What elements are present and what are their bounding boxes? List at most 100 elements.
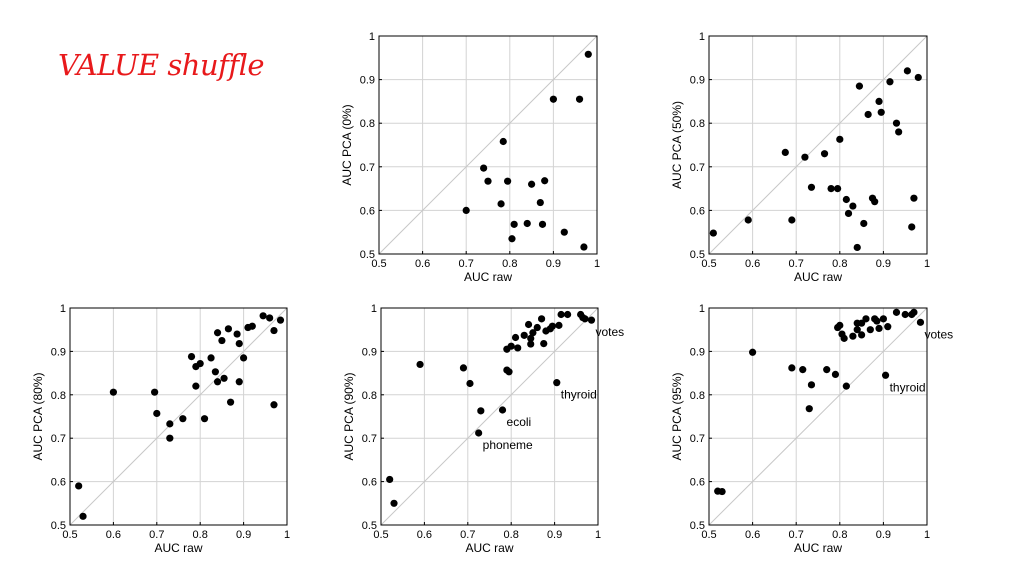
x-tick-label: 0.9 xyxy=(236,529,251,541)
data-point xyxy=(849,202,857,210)
data-point xyxy=(507,342,515,350)
data-point xyxy=(511,333,520,342)
data-point xyxy=(892,119,901,127)
data-point xyxy=(276,316,285,324)
data-point xyxy=(504,177,512,185)
data-point xyxy=(386,475,394,484)
y-tick-label: 0.6 xyxy=(690,205,705,217)
x-tick-label: 0.6 xyxy=(417,529,432,541)
diagonal-line xyxy=(380,307,599,526)
y-axis-label: AUC PCA (0%) xyxy=(340,104,354,185)
x-tick-label: 0.8 xyxy=(832,258,847,270)
data-point xyxy=(849,332,857,340)
data-point xyxy=(744,216,752,224)
point-annotation: thyroid xyxy=(890,380,926,394)
x-axis-label: AUC raw xyxy=(465,541,513,555)
data-point xyxy=(213,378,222,386)
data-point xyxy=(527,340,535,348)
data-point xyxy=(416,360,424,369)
data-point xyxy=(240,354,248,362)
data-point xyxy=(858,319,866,327)
data-point xyxy=(842,195,850,204)
y-tick-label: 1 xyxy=(371,303,377,315)
x-tick-label: 0.5 xyxy=(701,529,716,541)
data-point xyxy=(875,324,883,332)
y-tick-label: 0.7 xyxy=(690,433,705,445)
diagonal-line xyxy=(708,307,928,526)
x-tick-label: 0.7 xyxy=(149,529,164,541)
data-point xyxy=(548,322,557,330)
y-tick-label: 0.9 xyxy=(51,346,66,358)
data-point xyxy=(831,370,840,379)
data-point xyxy=(884,323,892,331)
data-point xyxy=(540,339,548,348)
data-point xyxy=(505,368,513,376)
data-point xyxy=(224,325,233,333)
data-point xyxy=(910,308,918,316)
x-tick-label: 1 xyxy=(595,529,601,541)
data-point xyxy=(166,420,174,428)
y-axis-label: AUC PCA (95%) xyxy=(670,372,684,460)
x-tick-label: 0.7 xyxy=(789,258,804,270)
data-point xyxy=(514,344,522,352)
y-tick-label: 1 xyxy=(699,303,705,315)
data-point xyxy=(538,220,547,228)
data-point xyxy=(523,219,531,228)
x-tick-label: 0.5 xyxy=(373,529,388,541)
slide-title: VALUE shuffle xyxy=(58,48,265,82)
data-point xyxy=(555,321,563,329)
data-point xyxy=(858,331,866,339)
data-point xyxy=(881,371,890,379)
data-point xyxy=(895,128,903,136)
data-point xyxy=(581,315,589,323)
y-tick-label: 0.6 xyxy=(690,477,705,489)
data-point xyxy=(520,331,528,339)
data-point xyxy=(908,223,916,231)
data-point xyxy=(541,177,549,185)
y-tick-label: 0.8 xyxy=(360,118,375,130)
x-tick-label: 0.6 xyxy=(745,529,760,541)
data-point xyxy=(866,326,874,334)
data-point xyxy=(499,137,507,146)
data-point xyxy=(903,67,911,75)
x-tick-label: 1 xyxy=(594,258,600,270)
data-point xyxy=(528,180,536,188)
scatter-panel-pca-80: 0.5 0.6 0.7 0.8 0.9 1 0.5 0.6 0.7 0.8 0.9 1 AUC raw A… xyxy=(31,303,290,555)
data-point xyxy=(259,312,267,320)
data-point xyxy=(853,243,861,252)
data-point xyxy=(510,220,518,228)
data-point xyxy=(853,326,861,334)
data-point xyxy=(533,323,541,332)
data-point xyxy=(807,381,816,389)
data-point xyxy=(477,407,485,415)
y-tick-label: 0.7 xyxy=(51,433,66,445)
x-tick-label: 0.9 xyxy=(547,529,562,541)
data-point xyxy=(226,398,235,406)
data-point xyxy=(788,216,796,224)
data-point xyxy=(910,194,918,202)
x-tick-label: 0.8 xyxy=(832,529,847,541)
data-point xyxy=(564,310,572,319)
x-tick-label: 0.9 xyxy=(546,258,561,270)
data-point xyxy=(235,378,243,386)
data-point xyxy=(875,97,883,105)
point-annotation: votes xyxy=(595,325,624,339)
y-axis-label: AUC PCA (90%) xyxy=(342,372,356,460)
data-point xyxy=(524,320,533,329)
data-point xyxy=(498,406,507,414)
x-tick-label: 0.9 xyxy=(876,258,891,270)
x-tick-label: 1 xyxy=(924,258,930,270)
data-point xyxy=(709,229,717,237)
y-tick-label: 0.5 xyxy=(690,520,705,532)
data-point xyxy=(749,348,757,356)
y-axis-label: AUC PCA (80%) xyxy=(31,372,45,460)
data-point xyxy=(836,321,844,329)
data-point xyxy=(207,354,215,362)
data-point xyxy=(508,235,516,243)
data-point xyxy=(584,50,592,58)
data-point xyxy=(827,185,835,193)
data-point xyxy=(187,353,196,361)
x-tick-label: 0.8 xyxy=(504,529,519,541)
x-axis-label: AUC raw xyxy=(154,541,202,555)
data-point xyxy=(192,382,200,390)
